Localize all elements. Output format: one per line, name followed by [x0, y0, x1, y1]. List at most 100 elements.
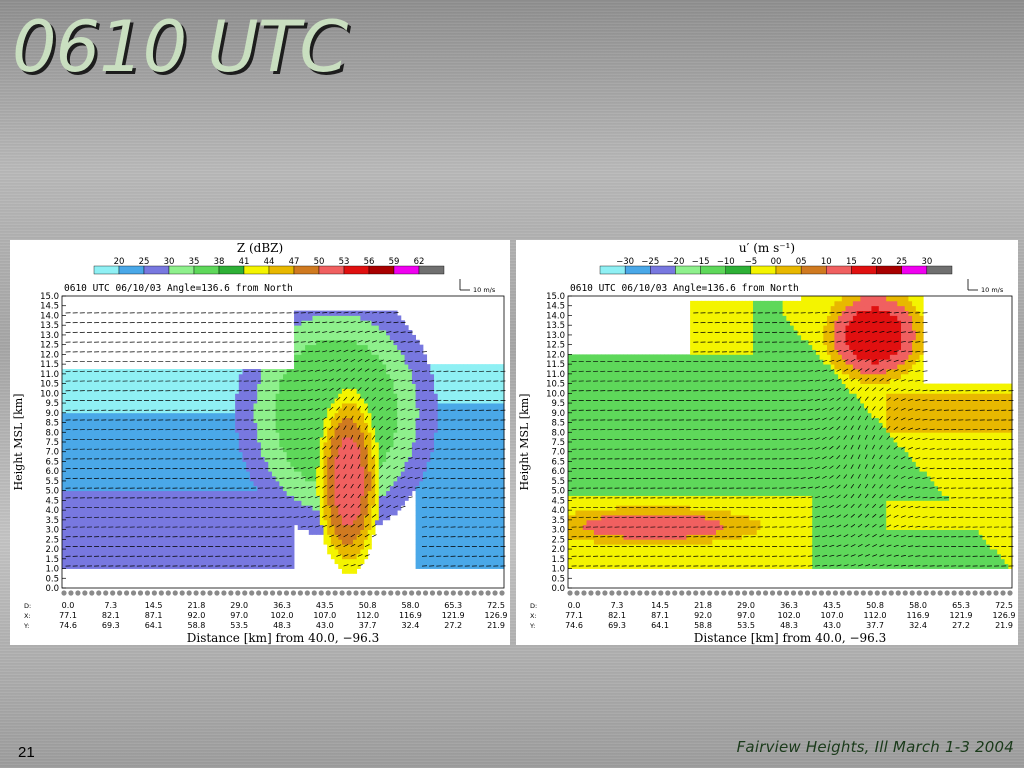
field-cell	[360, 349, 365, 355]
field-cell	[481, 485, 486, 492]
field-cell	[165, 393, 170, 399]
field-cell	[198, 558, 203, 565]
field-cell	[459, 437, 464, 443]
field-cell	[209, 476, 214, 482]
field-cell	[124, 451, 129, 457]
field-cell	[87, 539, 92, 545]
field-cell	[290, 515, 295, 521]
field-cell	[62, 456, 67, 462]
field-cell	[481, 451, 486, 457]
field-cell	[400, 442, 405, 448]
field-cell	[161, 442, 166, 448]
field-cell	[459, 505, 464, 511]
field-cell	[393, 471, 398, 477]
field-cell	[168, 437, 173, 443]
field-cell	[301, 383, 306, 389]
field-cell	[294, 427, 299, 433]
field-cell	[271, 539, 277, 545]
field-cell	[389, 412, 394, 419]
field-cell	[124, 378, 129, 384]
field-cell	[467, 534, 472, 540]
field-cell	[481, 495, 486, 501]
field-cell	[216, 398, 221, 404]
field-cell	[260, 519, 265, 526]
field-cell	[448, 403, 453, 409]
field-cell	[91, 544, 96, 550]
field-cell	[227, 471, 232, 477]
field-cell	[375, 490, 380, 496]
field-cell	[190, 524, 195, 530]
field-cell	[117, 466, 122, 472]
field-cell	[367, 383, 372, 389]
field-cell	[481, 378, 486, 384]
field-cell	[246, 549, 251, 555]
field-cell	[397, 388, 402, 394]
field-cell	[283, 373, 288, 380]
field-cell	[338, 539, 343, 545]
field-cell	[430, 563, 435, 569]
field-cell	[349, 515, 354, 521]
field-cell	[201, 539, 207, 545]
field-cell	[179, 432, 184, 438]
field-cell	[65, 461, 70, 467]
field-cell	[271, 373, 277, 380]
field-cell	[345, 339, 350, 346]
field-cell	[183, 534, 188, 540]
field-cell	[275, 490, 280, 496]
field-cell	[102, 446, 107, 453]
field-cell	[294, 417, 299, 423]
field-cell	[470, 471, 475, 477]
field-cell	[161, 446, 166, 453]
field-cell	[397, 451, 402, 457]
field-cell	[190, 369, 195, 375]
field-cell	[69, 505, 74, 511]
field-cell	[422, 442, 428, 448]
field-cell	[176, 529, 181, 535]
field-cell	[352, 529, 358, 535]
field-cell	[91, 427, 96, 433]
field-cell	[213, 432, 218, 438]
field-cell	[205, 500, 210, 506]
field-cell	[95, 422, 100, 428]
field-cell	[213, 495, 218, 501]
field-cell	[445, 539, 450, 545]
field-cell	[319, 339, 324, 346]
field-cell	[415, 500, 420, 506]
field-cell	[496, 378, 501, 384]
field-cell	[176, 403, 181, 409]
field-cell	[467, 461, 472, 467]
field-cell	[135, 529, 140, 535]
field-cell	[352, 422, 358, 428]
field-cell	[102, 495, 107, 501]
field-cell	[69, 407, 74, 414]
field-cell	[224, 495, 229, 501]
field-cell	[165, 432, 170, 438]
field-cell	[474, 519, 479, 526]
field-cell	[452, 393, 457, 399]
field-cell	[397, 407, 402, 414]
field-cell	[286, 515, 291, 521]
field-cell	[73, 393, 78, 399]
field-cell	[327, 422, 332, 428]
field-cell	[467, 432, 472, 438]
field-cell	[364, 442, 369, 448]
field-cell	[183, 417, 188, 423]
field-cell	[456, 519, 461, 526]
field-cell	[264, 393, 269, 399]
field-cell	[113, 461, 118, 467]
field-cell	[305, 476, 310, 482]
field-cell	[386, 354, 391, 360]
field-cell	[176, 417, 181, 423]
field-cell	[213, 480, 218, 487]
field-cell	[238, 495, 243, 501]
field-cell	[316, 393, 321, 399]
field-cell	[297, 378, 302, 384]
field-cell	[283, 461, 288, 467]
field-cell	[301, 369, 306, 375]
field-cell	[253, 466, 258, 472]
field-cell	[389, 505, 394, 511]
field-cell	[352, 563, 358, 569]
field-cell	[146, 485, 151, 492]
field-cell	[297, 476, 302, 482]
field-cell	[437, 534, 442, 540]
